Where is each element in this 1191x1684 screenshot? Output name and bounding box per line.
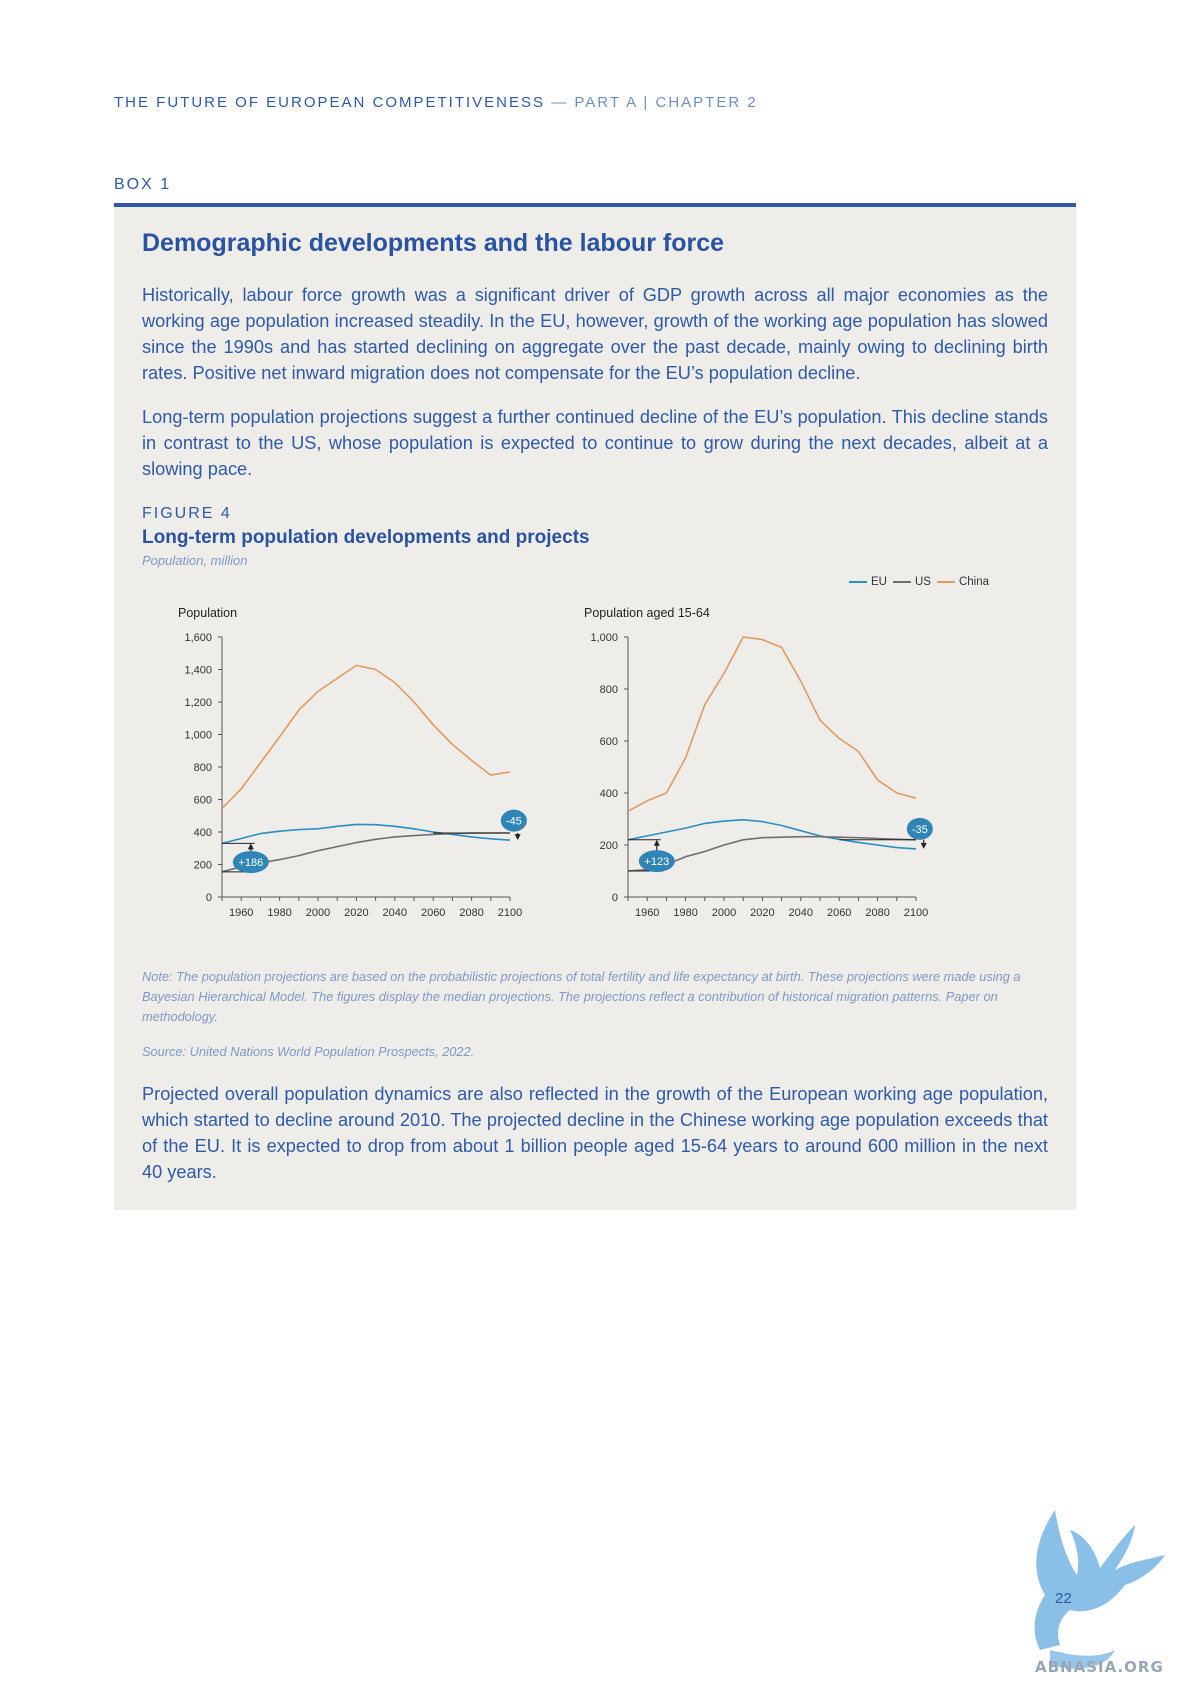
chart-working-age-population: Population aged 15-64 0 200 400 600 800 1,000 1… <box>584 606 933 919</box>
x-tick-label: 2000 <box>306 907 330 919</box>
legend-swatch-eu <box>849 581 867 583</box>
change-badge <box>638 850 675 873</box>
change-badge <box>906 817 933 840</box>
y-tick-label: 0 <box>612 892 618 904</box>
y-tick-label: 1,000 <box>184 730 212 742</box>
series-line-eu <box>627 819 917 850</box>
legend-swatch-china <box>936 581 955 583</box>
legend-item-china: China <box>936 576 990 588</box>
y-tick-label: 600 <box>194 795 212 807</box>
paragraph-3: Projected overall population dynamics ar… <box>142 1084 1048 1182</box>
arrow-head <box>514 834 521 841</box>
x-tick-label: 2080 <box>459 907 483 919</box>
series-line-china <box>221 664 511 809</box>
paragraph-2: Long-term population projections suggest… <box>142 407 1048 479</box>
running-header: THE FUTURE OF EUROPEAN COMPETITIVENESS —… <box>114 94 758 111</box>
x-tick-label: 2100 <box>498 907 522 919</box>
x-tick-label: 2040 <box>383 907 407 919</box>
legend-item-eu: EU <box>849 576 887 588</box>
x-tick-label: 2080 <box>865 907 889 919</box>
y-tick-label: 1,000 <box>590 632 618 644</box>
chart-legend: EU US China <box>849 576 989 588</box>
report-title: THE FUTURE OF EUROPEAN COMPETITIVENESS <box>114 94 546 111</box>
figure-subtitle: Population, million <box>142 553 248 568</box>
x-tick-label: 1980 <box>267 907 291 919</box>
series-line-us <box>627 835 917 872</box>
legend-label-eu: EU <box>871 576 887 588</box>
y-tick-label: 800 <box>600 684 618 696</box>
change-badge-label: -35 <box>912 824 928 836</box>
legend-item-us: US <box>892 576 931 588</box>
box-label: BOX 1 <box>114 176 172 193</box>
y-tick-label: 800 <box>194 762 212 774</box>
chapter-label: — PART A | CHAPTER 2 <box>551 94 758 111</box>
figure-note: Note: The population projections are bas… <box>142 969 1021 1024</box>
figure-source: Source: United Nations World Population … <box>142 1044 475 1059</box>
change-badge <box>500 809 527 832</box>
change-badge-label: -45 <box>506 816 522 828</box>
y-tick-label: 1,400 <box>184 665 212 677</box>
griffin-logo: ABNASIA.ORG <box>1034 1510 1165 1675</box>
x-tick-label: 2100 <box>904 907 928 919</box>
arrow-head <box>920 842 927 849</box>
paragraph-1: Historically, labour force growth was a … <box>142 285 1048 383</box>
x-tick-label: 2020 <box>750 907 774 919</box>
arrow-head <box>247 843 254 850</box>
box-panel: Demographic developments and the labour … <box>114 203 1076 1210</box>
x-tick-label: 1960 <box>635 907 659 919</box>
x-tick-label: 1980 <box>673 907 697 919</box>
change-badge <box>232 851 269 874</box>
chart-population: Population 0 200 400 600 800 1,000 1,200 1,400 1,… <box>178 606 527 919</box>
y-tick-label: 400 <box>600 788 618 800</box>
legend-label-us: US <box>914 576 931 588</box>
y-tick-label: 0 <box>206 892 212 904</box>
chart-1-title: Population aged 15-64 <box>584 606 710 620</box>
legend-swatch-us <box>892 581 911 583</box>
figure-title: Long-term population developments and pr… <box>142 527 590 548</box>
change-badge-label: +186 <box>238 857 263 869</box>
x-tick-label: 2060 <box>421 907 445 919</box>
chart-0-title: Population <box>178 606 237 620</box>
legend-label-china: China <box>958 576 990 588</box>
series-line-eu <box>221 823 511 845</box>
svg-text:ABNASIA.ORG: ABNASIA.ORG <box>1035 1658 1164 1675</box>
x-tick-label: 2060 <box>827 907 851 919</box>
figure-label: FIGURE 4 <box>142 505 232 522</box>
y-tick-label: 600 <box>600 736 618 748</box>
change-badge-label: +123 <box>644 856 669 868</box>
y-tick-label: 1,600 <box>184 632 212 644</box>
series-line-china <box>627 636 917 812</box>
page-number: 22 <box>1055 1590 1072 1607</box>
x-tick-label: 2020 <box>344 907 368 919</box>
arrow-head <box>653 839 660 846</box>
box-title: Demographic developments and the labour … <box>142 229 725 257</box>
x-tick-label: 1960 <box>229 907 253 919</box>
x-tick-label: 2000 <box>712 907 736 919</box>
x-tick-label: 2040 <box>789 907 813 919</box>
y-tick-label: 400 <box>194 827 212 839</box>
y-tick-label: 200 <box>194 860 212 872</box>
y-tick-label: 1,200 <box>184 697 212 709</box>
y-tick-label: 200 <box>600 840 618 852</box>
